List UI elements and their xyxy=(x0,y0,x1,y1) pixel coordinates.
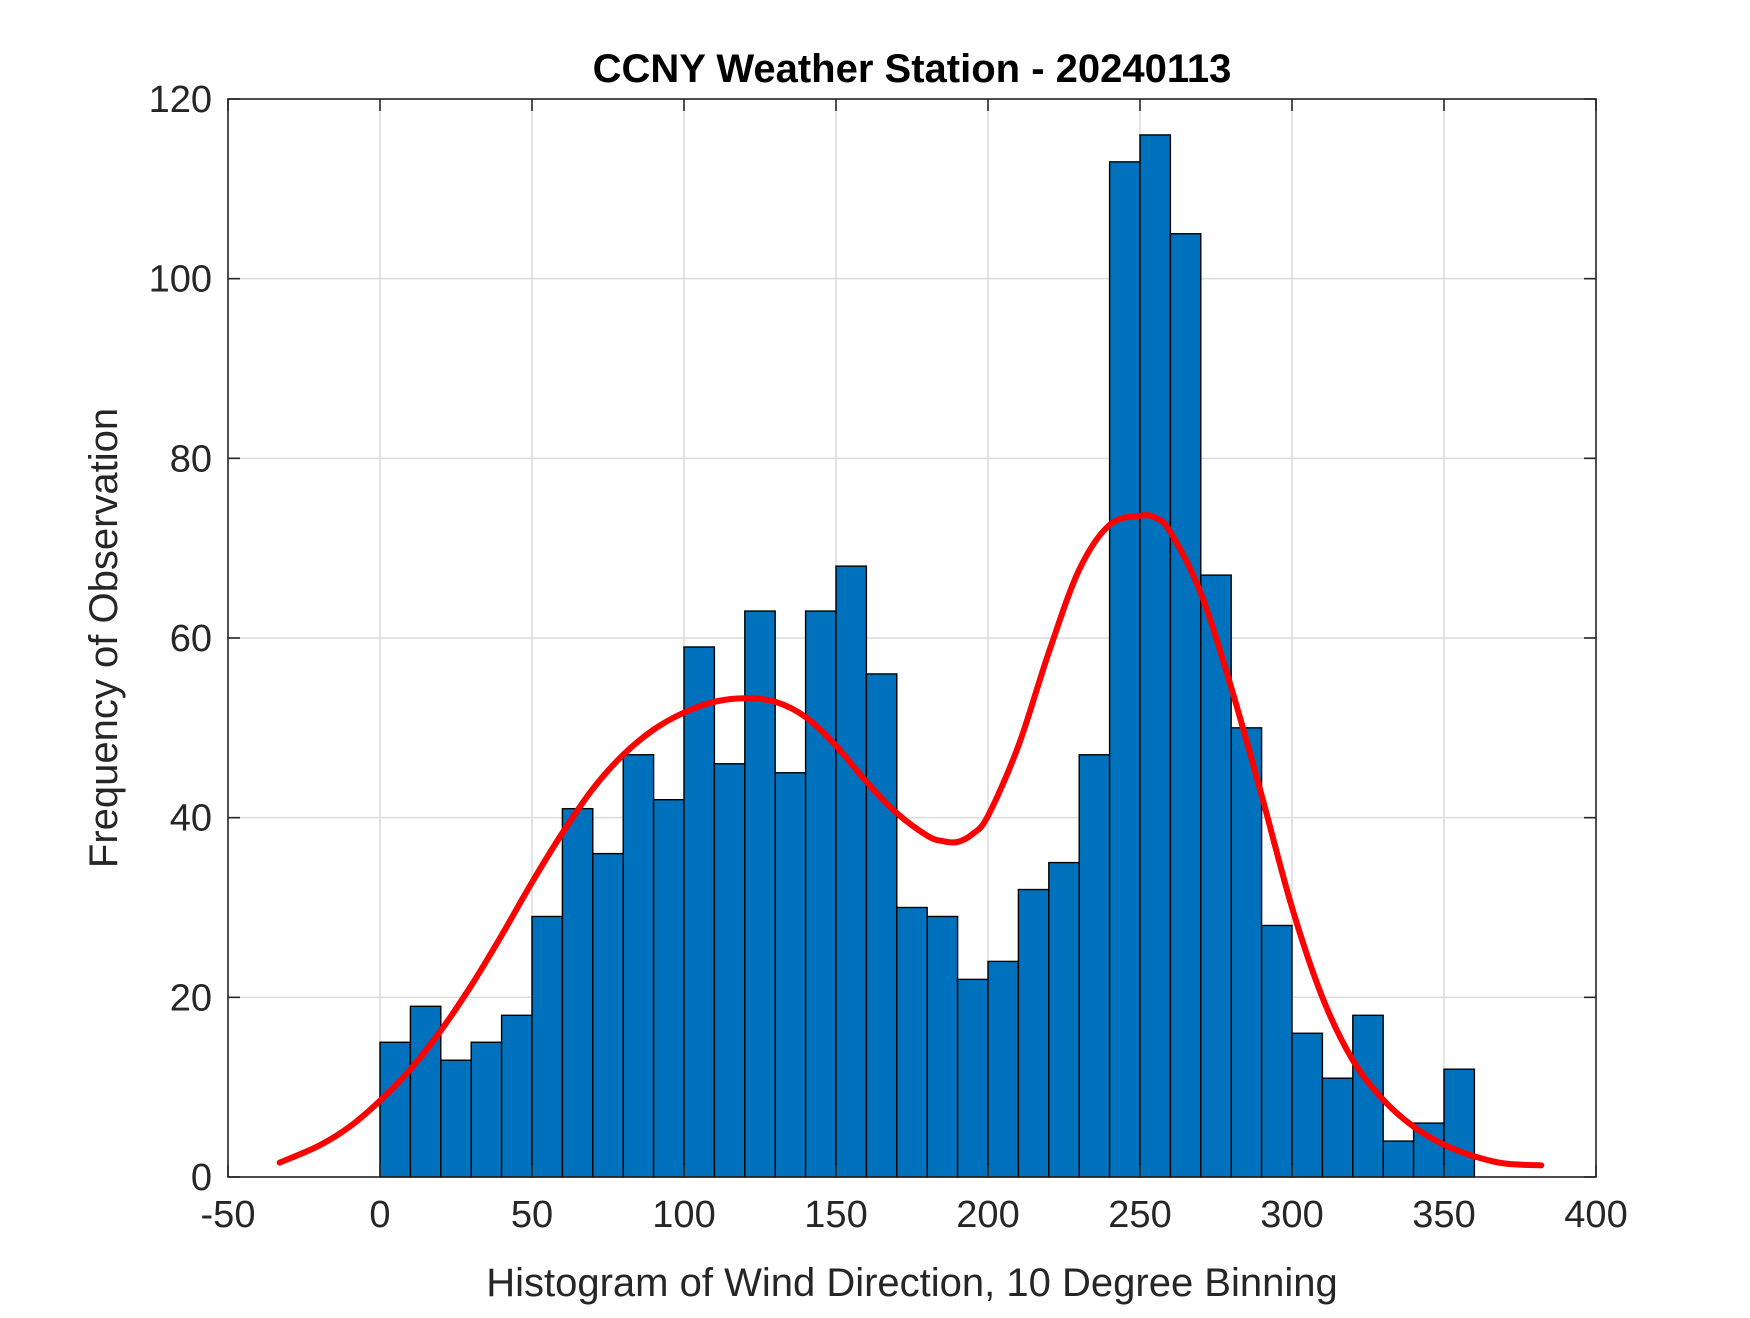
histogram-bar xyxy=(652,799,685,1178)
histogram-bar xyxy=(500,1014,533,1178)
histogram-bar xyxy=(1139,134,1172,1178)
y-tick-label: 40 xyxy=(170,798,212,840)
x-tick-label: 400 xyxy=(1564,1194,1627,1236)
y-axis-label: Frequency of Observation xyxy=(82,408,126,868)
histogram-bar xyxy=(1230,727,1263,1178)
x-tick-label: 100 xyxy=(652,1194,715,1236)
x-tick-label: 300 xyxy=(1260,1194,1323,1236)
histogram-bar xyxy=(1048,861,1080,1178)
histogram-bar xyxy=(470,1041,503,1178)
histogram-bar xyxy=(1382,1140,1415,1178)
x-tick-label: -50 xyxy=(201,1194,256,1236)
x-tick-label: 350 xyxy=(1412,1194,1475,1236)
histogram-bar xyxy=(561,807,594,1178)
histogram-bar xyxy=(683,646,716,1178)
histogram-bar xyxy=(987,960,1020,1178)
histogram-bar xyxy=(774,772,807,1178)
y-tick-label: 0 xyxy=(191,1157,212,1199)
ticks: -50 0 50 100 150 200 250 300 350 4000204060801001… xyxy=(149,79,1628,1236)
histogram-bar xyxy=(1078,754,1111,1178)
x-tick-label: 150 xyxy=(804,1194,867,1236)
histogram-bar xyxy=(1260,924,1293,1178)
x-tick-label: 0 xyxy=(369,1194,390,1236)
histogram-bar xyxy=(1291,1032,1324,1178)
histogram-bar xyxy=(531,915,564,1178)
x-tick-label: 50 xyxy=(511,1194,553,1236)
histogram-bar xyxy=(804,610,837,1178)
histogram-bar xyxy=(1321,1077,1354,1178)
fit-curve xyxy=(276,512,1545,1169)
histogram-bar xyxy=(835,565,868,1178)
histogram-bar xyxy=(865,673,898,1178)
x-axis-label: Histogram of Wind Direction, 10 Degree B… xyxy=(486,1261,1338,1305)
histogram-bar xyxy=(713,763,746,1178)
x-tick-label: 200 xyxy=(956,1194,1019,1236)
fit-line-layer xyxy=(276,512,1545,1169)
histogram-bar xyxy=(926,915,959,1178)
histogram-bar xyxy=(1017,888,1050,1178)
y-tick-label: 80 xyxy=(170,438,212,480)
chart-title: CCNY Weather Station - 20240113 xyxy=(593,47,1232,91)
x-tick-label: 250 xyxy=(1108,1194,1171,1236)
y-tick-label: 60 xyxy=(170,618,212,660)
histogram-bar xyxy=(440,1059,472,1178)
histogram-bar xyxy=(1169,233,1202,1178)
histogram-bar xyxy=(592,852,624,1178)
histogram-bar xyxy=(1443,1068,1476,1178)
histogram-bar xyxy=(379,1041,412,1178)
histogram-bar xyxy=(1108,161,1141,1178)
histogram-bar xyxy=(956,978,989,1178)
histogram-bar xyxy=(896,906,928,1178)
histogram-bar xyxy=(622,754,655,1178)
y-tick-label: 20 xyxy=(170,977,212,1019)
y-tick-label: 120 xyxy=(149,79,212,121)
y-tick-label: 100 xyxy=(149,259,212,301)
